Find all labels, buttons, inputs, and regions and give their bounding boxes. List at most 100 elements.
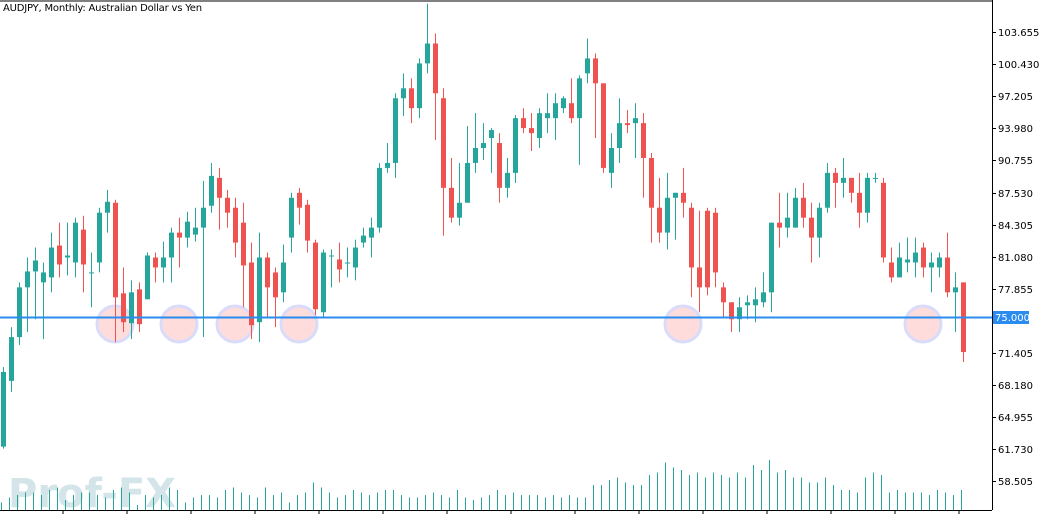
candle: [617, 123, 622, 149]
candle: [881, 182, 886, 258]
price-tick-label: 71.405: [998, 349, 1033, 360]
candle: [185, 221, 190, 238]
candle: [289, 197, 294, 238]
candle: [489, 130, 494, 139]
candle: [321, 252, 326, 313]
candle: [665, 197, 670, 233]
chart-title: AUDJPY, Monthly: Australian Dollar vs Ye…: [3, 3, 202, 14]
candle: [281, 262, 286, 293]
highlight-circles: [95, 304, 943, 344]
price-tick-label: 93.980: [998, 124, 1033, 135]
highlight-circle: [215, 304, 255, 344]
candle: [129, 292, 134, 324]
candle: [89, 272, 94, 274]
candle: [433, 43, 438, 94]
candle: [609, 148, 614, 173]
candle: [401, 88, 406, 99]
candle: [17, 287, 22, 338]
candle: [241, 222, 246, 266]
candle: [57, 245, 62, 265]
price-tick-label: 77.855: [998, 285, 1033, 296]
price-tick-label: 68.180: [998, 381, 1033, 392]
candle: [9, 337, 14, 381]
candle: [713, 212, 718, 273]
candle: [577, 78, 582, 119]
candle: [897, 257, 902, 278]
candle: [569, 103, 574, 119]
candle: [785, 217, 790, 228]
candle: [337, 259, 342, 270]
candle: [73, 222, 78, 263]
candle: [297, 192, 302, 208]
candles: [1, 3, 966, 449]
price-tick-label: 103.655: [998, 28, 1039, 39]
candle: [697, 267, 702, 288]
candle: [169, 232, 174, 258]
price-tick-label: 100.430: [998, 60, 1039, 71]
candle: [833, 172, 838, 183]
candle: [505, 172, 510, 188]
price-tick-label: 81.080: [998, 253, 1033, 264]
candle: [161, 257, 166, 268]
candle: [817, 207, 822, 238]
candle: [585, 58, 590, 74]
price-tick-label: 58.505: [998, 477, 1033, 488]
candle: [465, 162, 470, 203]
candle: [825, 172, 830, 208]
watermark-text: Prof-FX: [8, 471, 176, 514]
highlight-circle: [279, 304, 319, 344]
candle: [105, 201, 110, 213]
candle: [873, 177, 878, 179]
candle: [641, 123, 646, 158]
candle: [145, 255, 150, 300]
candle: [457, 202, 462, 218]
candle: [761, 292, 766, 303]
candle: [521, 118, 526, 129]
candle: [745, 302, 750, 306]
candle: [513, 118, 518, 173]
candle: [409, 88, 414, 109]
candle: [561, 98, 566, 109]
candle: [593, 58, 598, 84]
candle: [49, 247, 54, 278]
candle: [865, 177, 870, 213]
candle: [649, 157, 654, 208]
candle: [953, 287, 958, 293]
candle: [729, 302, 734, 320]
candle: [113, 202, 118, 298]
candle: [233, 207, 238, 243]
candle: [921, 247, 926, 268]
candle: [329, 255, 334, 257]
candle: [41, 272, 46, 283]
price-tick-label: 90.755: [998, 156, 1033, 167]
candle: [681, 192, 686, 203]
candle: [121, 293, 126, 323]
candle: [753, 299, 758, 306]
candle: [217, 177, 222, 198]
candle: [945, 257, 950, 293]
candle: [497, 143, 502, 188]
candle: [777, 222, 782, 228]
candle: [705, 210, 710, 288]
candle: [937, 257, 942, 268]
candle: [305, 204, 310, 241]
candle: [545, 113, 550, 119]
candle: [201, 207, 206, 228]
candle: [841, 177, 846, 183]
candle: [273, 272, 278, 298]
candle: [553, 103, 558, 119]
candle: [905, 259, 910, 263]
candle: [673, 192, 678, 198]
level-line[interactable]: 75.000: [0, 311, 1030, 324]
candle: [209, 175, 214, 206]
highlight-circle: [159, 304, 199, 344]
candle: [81, 229, 86, 265]
candle: [177, 232, 182, 238]
candle: [361, 235, 366, 243]
level-price-label: 75.000: [995, 313, 1030, 324]
candle: [153, 257, 158, 268]
price-tick-label: 64.955: [998, 413, 1033, 424]
candle: [601, 83, 606, 168]
